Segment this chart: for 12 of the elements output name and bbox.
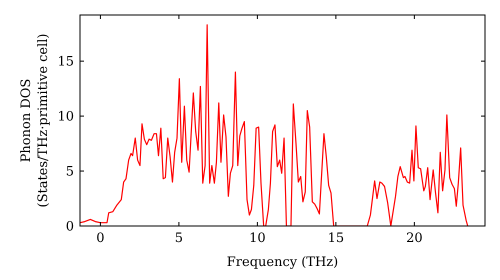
y-tick-label: 5 <box>66 164 74 180</box>
x-tick-label: 0 <box>96 231 105 246</box>
x-tick-label: 5 <box>174 231 184 246</box>
y-tick-label: 0 <box>66 220 74 234</box>
line-series <box>80 24 468 226</box>
y-axis-title: Phonon DOS (States/THz·primitive cell) <box>19 33 51 208</box>
y-tick-label: 10 <box>57 110 74 125</box>
x-tick-label: 10 <box>249 231 266 246</box>
y-tick-label: 15 <box>57 54 74 70</box>
x-axis-title: Frequency (THz) <box>226 255 338 270</box>
x-tick-label: 20 <box>406 231 423 246</box>
x-tick-label: 15 <box>328 231 344 246</box>
